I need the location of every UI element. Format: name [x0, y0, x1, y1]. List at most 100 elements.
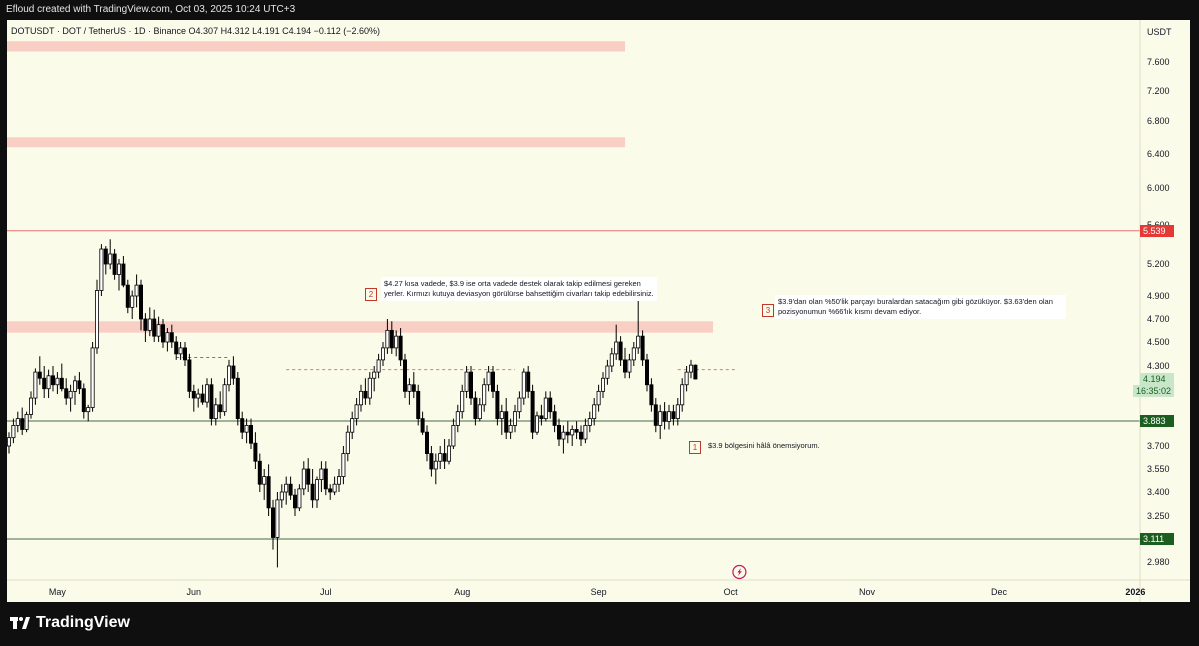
candle-body-up — [438, 453, 443, 462]
candle-body-up — [601, 377, 606, 392]
candle-body-down — [248, 425, 253, 444]
candle-36 — [165, 328, 170, 352]
tradingview-logo-icon — [10, 617, 30, 629]
price-tick-label: 3.550 — [1147, 464, 1170, 474]
candle-body-up — [675, 404, 680, 420]
note-3-number[interactable]: 3 — [762, 304, 774, 317]
candle-body-up — [165, 332, 170, 343]
candle-body-up — [394, 335, 399, 349]
candle-body-down — [253, 442, 258, 462]
candle-16 — [77, 372, 82, 395]
candle-body-up — [684, 371, 689, 386]
lines-layer — [7, 230, 1140, 540]
candle-17 — [81, 383, 86, 419]
candle-62 — [279, 484, 284, 508]
candle-123 — [548, 391, 553, 419]
candle-90 — [402, 353, 407, 399]
candle-body-up — [609, 353, 614, 367]
candle-body-up — [658, 411, 663, 426]
candle-21 — [99, 244, 104, 296]
candle-body-up — [134, 284, 139, 297]
legend-text: DOTUSDT · DOT / TetherUS · 1D · Binance … — [11, 26, 381, 36]
candle-47 — [213, 398, 218, 426]
candle-body-down — [574, 429, 579, 433]
candle-103 — [460, 384, 465, 419]
candle-body-up — [24, 414, 29, 430]
footer-bar: TradingView — [0, 602, 1199, 646]
resistance-zone-3 — [7, 321, 713, 333]
candle-body-up — [28, 397, 33, 415]
price-tick-label: 2.980 — [1147, 557, 1170, 567]
candle-15 — [73, 375, 78, 405]
time-tick-label: Dec — [991, 587, 1008, 597]
candle-113 — [504, 398, 509, 440]
candle-106 — [473, 391, 478, 426]
candle-146 — [649, 378, 654, 412]
candle-142 — [631, 342, 636, 366]
price-tick-label: 3.700 — [1147, 441, 1170, 451]
candle-body-down — [640, 335, 645, 361]
tradingview-logo[interactable]: TradingView — [10, 614, 130, 632]
candle-3 — [20, 407, 25, 435]
support-price-tag-upper: 3.883 — [1140, 415, 1174, 427]
note-3-text[interactable]: $3.9'dan olan %50'lik parçayı buralardan… — [775, 295, 1066, 319]
candle-46 — [209, 378, 214, 426]
candle-114 — [508, 418, 513, 440]
note-1-text[interactable]: $3.9 bölgesini hâlâ önemsiyorum. — [708, 441, 820, 450]
candle-79 — [354, 398, 359, 426]
candle-body-up — [508, 425, 513, 433]
time-tick-label: Aug — [454, 587, 470, 597]
candle-117 — [521, 368, 526, 405]
candle-body-down — [552, 411, 557, 426]
candle-63 — [284, 476, 289, 505]
candle-4 — [24, 411, 29, 433]
candle-43 — [196, 388, 201, 408]
candle-93 — [416, 384, 421, 426]
candle-body-up — [583, 425, 588, 440]
candle-body-up — [341, 453, 346, 477]
candle-body-down — [411, 384, 416, 392]
note-2-text[interactable]: $4.27 kısa vadede, $3.9 ise orta vadede … — [381, 277, 657, 301]
candle-body-down — [649, 384, 654, 406]
candle-body-down — [235, 377, 240, 420]
candle-body-up — [244, 425, 249, 433]
candle-body-down — [121, 263, 126, 286]
candle-body-up — [385, 329, 390, 349]
chart-area[interactable]: USDT7.6007.2006.8006.4006.0005.6005.2004… — [7, 20, 1190, 602]
candle-119 — [530, 384, 535, 440]
candle-11 — [55, 372, 60, 395]
candle-body-down — [579, 431, 584, 440]
candle-body-up — [117, 263, 122, 275]
note-2-number[interactable]: 2 — [365, 288, 377, 301]
candle-body-up — [55, 377, 60, 386]
candle-body-down — [623, 359, 628, 373]
candle-139 — [618, 336, 623, 366]
lightning-icon — [737, 568, 742, 576]
candle-body-up — [477, 404, 482, 420]
candle-body-up — [499, 411, 504, 420]
candle-body-down — [152, 318, 157, 337]
candle-56 — [253, 432, 258, 469]
note-1-number[interactable]: 1 — [689, 441, 701, 454]
candle-80 — [358, 384, 363, 412]
event-circle-icon — [732, 564, 747, 580]
candle-154 — [684, 366, 689, 392]
candle-55 — [248, 418, 253, 450]
candle-body-down — [495, 390, 500, 420]
candle-body-down — [548, 397, 553, 413]
candle-69 — [310, 469, 315, 508]
candle-132 — [587, 411, 592, 433]
candle-body-down — [530, 390, 535, 433]
candle-19 — [90, 342, 95, 412]
candle-104 — [464, 366, 469, 399]
candle-body-down — [125, 284, 130, 308]
candle-45 — [204, 378, 209, 408]
candle-body-up — [314, 479, 319, 501]
attribution-text: Efloud created with TradingView.com, Oct… — [6, 4, 296, 15]
price-chart[interactable]: USDT7.6007.2006.8006.4006.0005.6005.2004… — [7, 20, 1190, 602]
candle-body-down — [645, 359, 650, 386]
candle-14 — [68, 384, 73, 412]
candle-body-down — [526, 371, 531, 392]
candle-body-up — [517, 397, 522, 413]
candle-49 — [222, 378, 227, 416]
